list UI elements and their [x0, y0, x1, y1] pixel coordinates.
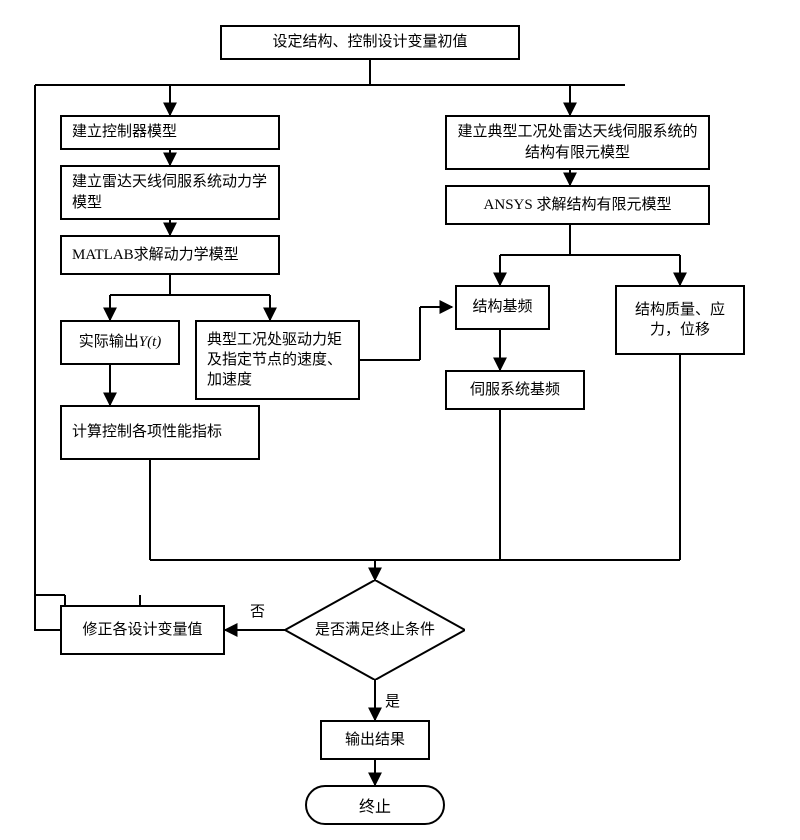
node-label: ANSYS 求解结构有限元模型 [484, 195, 672, 215]
node-torque-velocity: 典型工况处驱动力矩及指定节点的速度、加速度 [195, 320, 360, 400]
node-label: MATLAB求解动力学模型 [72, 245, 239, 265]
node-matlab: MATLAB求解动力学模型 [60, 235, 280, 275]
node-fix: 修正各设计变量值 [60, 605, 225, 655]
node-dynamics-model: 建立雷达天线伺服系统动力学模型 [60, 165, 280, 220]
node-label: 结构基频 [472, 297, 532, 317]
label-yes: 是 [385, 690, 400, 711]
node-label: 建立典型工况处雷达天线伺服系统的结构有限元模型 [457, 122, 698, 163]
node-mass-stress: 结构质量、应力，位移 [615, 285, 745, 355]
node-controller-model: 建立控制器模型 [60, 115, 280, 150]
node-label: 输出结果 [345, 730, 405, 750]
node-ansys: ANSYS 求解结构有限元模型 [445, 185, 710, 225]
node-fem-build: 建立典型工况处雷达天线伺服系统的结构有限元模型 [445, 115, 710, 170]
node-label: 结构质量、应力，位移 [627, 300, 733, 341]
node-label: 修正各设计变量值 [82, 620, 202, 640]
node-end: 终止 [305, 785, 445, 825]
node-start: 设定结构、控制设计变量初值 [220, 25, 520, 60]
node-label: 伺服系统基频 [470, 380, 560, 400]
node-label: 是否满足终止条件 [315, 621, 435, 640]
node-output-yt: 实际输出Y(t) [60, 320, 180, 365]
node-label: 建立雷达天线伺服系统动力学模型 [72, 172, 268, 213]
node-label: 终止 [359, 793, 391, 817]
node-output: 输出结果 [320, 720, 430, 760]
node-label: 建立控制器模型 [72, 122, 177, 142]
node-servo-freq: 伺服系统基频 [445, 370, 585, 410]
node-label: 设定结构、控制设计变量初值 [272, 32, 467, 52]
node-label: 典型工况处驱动力矩及指定节点的速度、加速度 [207, 330, 348, 391]
node-label: 计算控制各项性能指标 [72, 422, 222, 442]
node-performance: 计算控制各项性能指标 [60, 405, 260, 460]
node-label: 实际输出Y(t) [79, 332, 162, 352]
label-no: 否 [250, 600, 265, 621]
node-base-freq: 结构基频 [455, 285, 550, 330]
